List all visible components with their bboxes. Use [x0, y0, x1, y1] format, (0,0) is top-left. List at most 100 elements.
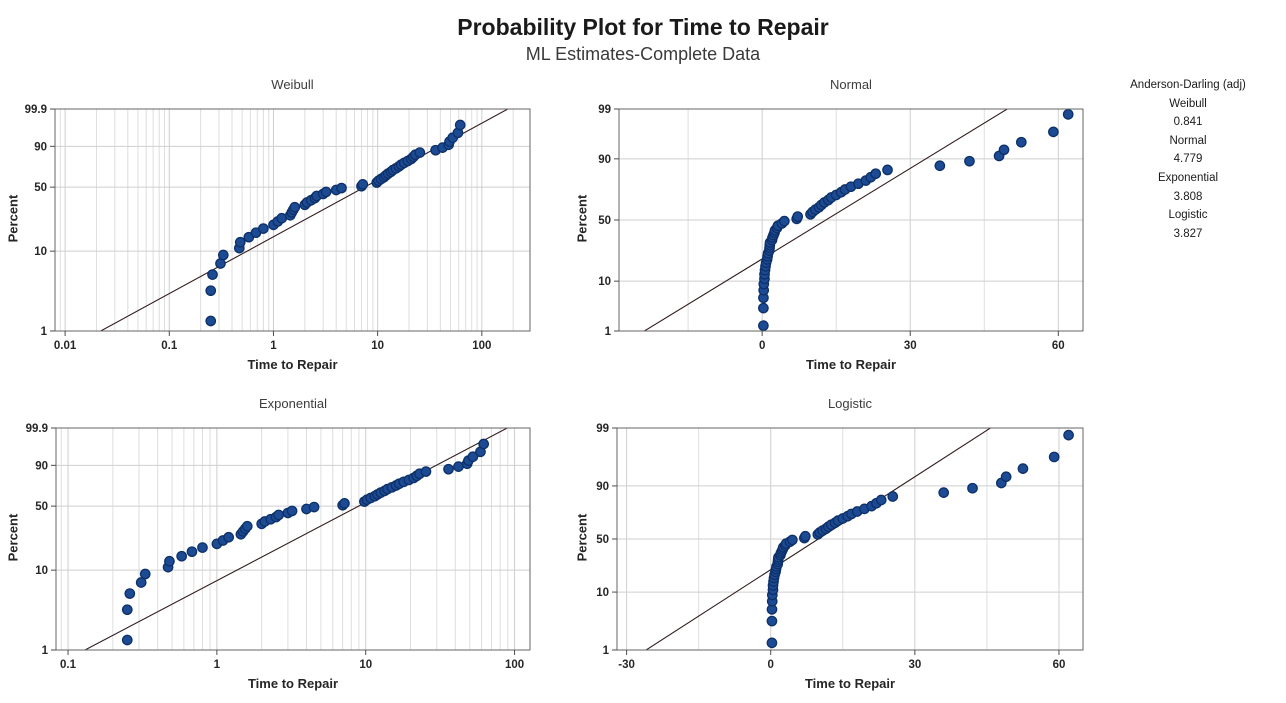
x-tick-label: 30	[908, 659, 921, 671]
data-point	[1063, 429, 1074, 441]
y-tick-label: 90	[598, 154, 611, 166]
x-tick-label: 0.01	[54, 340, 77, 352]
data-point	[1062, 109, 1074, 120]
data-point	[223, 531, 235, 543]
y-tick-label: 10	[598, 276, 611, 288]
y-tick-label: 50	[35, 501, 48, 513]
data-point	[1017, 463, 1029, 474]
data-point	[164, 555, 175, 567]
data-point	[875, 494, 887, 506]
x-tick-label: 10	[359, 659, 372, 671]
panel-title-normal: Normal	[830, 77, 872, 92]
y-tick-label: 10	[34, 246, 47, 258]
data-point	[998, 144, 1010, 156]
x-tick-label: 0.1	[161, 340, 178, 352]
data-point	[882, 164, 893, 176]
data-point	[241, 520, 253, 532]
data-point	[308, 501, 320, 513]
data-point	[339, 498, 350, 509]
x-tick-label: 100	[505, 659, 524, 671]
data-point	[467, 451, 479, 463]
y-tick-label: 1	[605, 326, 612, 338]
data-point	[139, 568, 151, 580]
data-point	[414, 147, 426, 158]
x-axis-label-exponential: Time to Repair	[247, 676, 339, 691]
data-point	[766, 615, 778, 627]
x-tick-label: 60	[1052, 340, 1065, 352]
fit-line-normal	[643, 109, 1009, 331]
y-tick-label: 90	[34, 141, 47, 153]
data-point	[1000, 471, 1012, 483]
data-point	[934, 160, 946, 172]
data-point	[186, 546, 198, 558]
legend-exponential-value: 3.808	[1173, 190, 1203, 203]
data-point	[758, 302, 769, 314]
y-tick-label: 99	[596, 423, 609, 435]
data-point	[205, 315, 217, 327]
y-tick-label: 99.9	[26, 423, 48, 435]
data-point	[420, 466, 432, 477]
data-point	[258, 223, 269, 234]
x-tick-label: 10	[371, 340, 384, 352]
data-point	[176, 550, 188, 562]
axis-ticks: -30 0 30 60 1 10 50 90 99	[596, 423, 1065, 671]
y-axis-label-weibull: Percent	[5, 194, 21, 243]
x-tick-label: 0	[768, 659, 774, 671]
y-tick-label: 1	[42, 645, 49, 657]
figure-subtitle: ML Estimates-Complete Data	[525, 44, 761, 64]
data-point	[1015, 136, 1027, 148]
data-point	[135, 577, 147, 588]
x-tick-label: 30	[904, 340, 917, 352]
data-points	[758, 109, 1074, 331]
data-point	[207, 269, 218, 280]
x-tick-label: 100	[472, 340, 491, 352]
x-axis-label-weibull: Time to Repair	[247, 357, 338, 372]
y-axis-label-logistic: Percent	[574, 513, 590, 562]
data-point	[1048, 126, 1059, 138]
y-tick-label: 99.9	[25, 104, 47, 116]
data-point	[320, 186, 332, 198]
x-tick-label: 0	[759, 340, 765, 352]
y-tick-label: 10	[35, 565, 48, 577]
x-tick-label: -30	[618, 659, 635, 671]
data-points	[205, 119, 466, 327]
panel-title-weibull: Weibull	[271, 77, 314, 92]
x-axis-label-normal: Time to Repair	[805, 357, 897, 372]
plot-frame	[55, 427, 531, 651]
fit-line-exponential	[83, 428, 509, 650]
panel-weibull: 0.01 0.1 1 10 100 1 10 50 90 99.9	[25, 104, 531, 352]
legend-normal-value: 4.779	[1173, 153, 1203, 166]
data-point	[336, 182, 347, 194]
x-tick-label: 60	[1053, 659, 1066, 671]
x-axis-label-logistic: Time to Repair	[804, 676, 896, 691]
data-point	[289, 201, 301, 213]
data-point	[758, 320, 769, 331]
data-point	[766, 637, 778, 649]
x-tick-label: 1	[270, 340, 277, 352]
data-points	[121, 438, 490, 646]
y-tick-label: 50	[596, 534, 609, 546]
y-axis-label-normal: Percent	[574, 194, 590, 243]
panel-logistic: -30 0 30 60 1 10 50 90 99	[596, 423, 1084, 671]
x-tick-label: 0.1	[60, 659, 77, 671]
legend-logistic-label: Logistic	[1168, 209, 1208, 222]
y-tick-label: 50	[34, 182, 47, 194]
y-tick-label: 50	[598, 215, 611, 227]
legend-weibull-label: Weibull	[1169, 97, 1207, 110]
data-point	[938, 487, 950, 498]
data-point	[887, 491, 899, 502]
legend-title: Anderson-Darling (adj)	[1130, 79, 1246, 91]
data-point	[234, 236, 246, 248]
data-point	[453, 461, 464, 472]
figure-title: Probability Plot for Time to Repair	[457, 14, 829, 40]
data-point	[205, 285, 217, 297]
data-point	[967, 482, 978, 494]
data-point	[478, 438, 490, 450]
data-point	[454, 119, 466, 131]
panel-normal: 0 30 60 1 10 50 90 99	[598, 104, 1084, 352]
legend-normal-label: Normal	[1169, 134, 1207, 147]
legend-exponential-label: Exponential	[1157, 171, 1219, 184]
axis-ticks: 0 30 60 1 10 50 90 99	[598, 104, 1065, 352]
